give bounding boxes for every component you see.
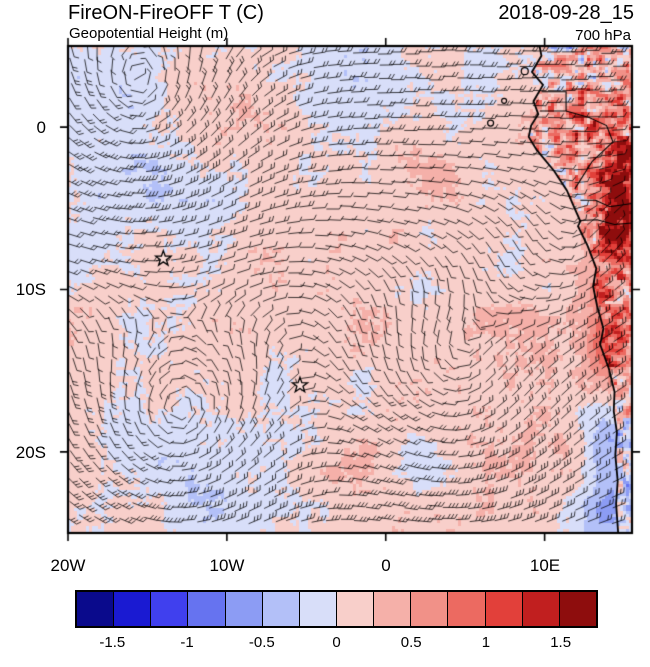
colorbar-tick-label: -1.5 xyxy=(99,634,126,651)
y-tick-label-0: 0 xyxy=(36,118,46,137)
colorbar-cell xyxy=(224,592,262,626)
x-tick-label-10e: 10E xyxy=(529,556,561,575)
colorbar-cell xyxy=(150,592,188,626)
colorbar xyxy=(75,590,598,628)
colorbar-tick-label: 1.5 xyxy=(550,634,572,651)
x-tick-label-10w: 10W xyxy=(209,556,245,575)
colorbar-tick-label: 1 xyxy=(481,634,491,651)
colorbar-tick-label: 0 xyxy=(332,634,341,651)
y-tick-label-20s: 20S xyxy=(15,443,46,462)
map-canvas xyxy=(58,36,642,543)
colorbar-tick-label: -0.5 xyxy=(248,634,275,651)
plot-title: FireON-FireOFF T (C) xyxy=(68,2,264,24)
colorbar-cell xyxy=(558,592,596,626)
colorbar-tick-label: -1 xyxy=(180,634,194,651)
plot-datetime: 2018-09-28_15 xyxy=(498,2,634,24)
y-tick-label-10s: 10S xyxy=(15,280,46,299)
colorbar-cell xyxy=(261,592,299,626)
x-tick-label-20w: 20W xyxy=(50,556,86,575)
colorbar-cell xyxy=(373,592,411,626)
colorbar-cell xyxy=(410,592,448,626)
colorbar-cell xyxy=(335,592,374,626)
colorbar-cell xyxy=(187,592,225,626)
colorbar-cell xyxy=(447,592,485,626)
colorbar-labels: -1.5 -1 -0.5 0 0.5 1 1.5 xyxy=(75,634,598,654)
colorbar-cell xyxy=(77,592,114,626)
colorbar-tick-label: 0.5 xyxy=(400,634,422,651)
colorbar-cell xyxy=(298,592,336,626)
x-tick-label-0: 0 xyxy=(381,556,391,575)
colorbar-cell xyxy=(113,592,151,626)
colorbar-cell xyxy=(521,592,559,626)
colorbar-cell xyxy=(484,592,522,626)
